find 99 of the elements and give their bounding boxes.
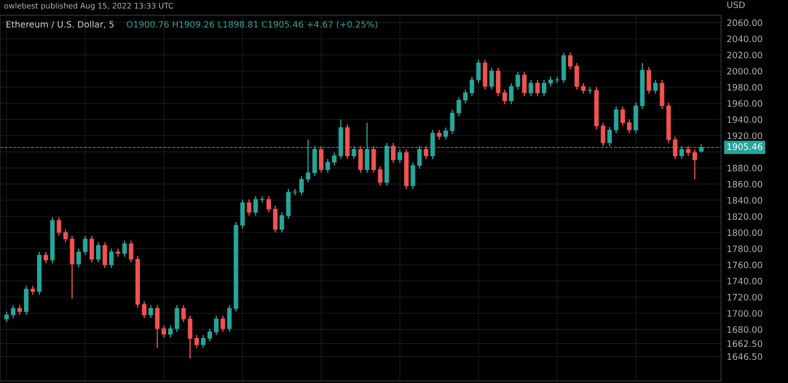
y-tick-label: 1880.00 [728, 164, 762, 172]
y-tick-label: 1800.00 [728, 229, 762, 236]
candlestick [148, 304, 154, 319]
candlestick [181, 304, 186, 323]
candlestick [522, 71, 527, 97]
candlestick [653, 79, 658, 94]
candlestick [378, 166, 382, 186]
candlestick [476, 59, 481, 84]
y-tick-label: 1700.00 [728, 310, 762, 317]
candlestick [646, 66, 652, 94]
candlestick [162, 324, 166, 338]
candlestick [24, 285, 28, 316]
candlestick [220, 315, 226, 332]
candlestick [10, 304, 16, 319]
candlestick [692, 148, 698, 180]
y-tick-label: 1720.00 [728, 294, 762, 301]
y-tick-label: 2020.00 [727, 52, 762, 58]
candlestick [128, 240, 134, 263]
candlestick [391, 142, 396, 164]
candlestick [410, 162, 416, 190]
candlestick [63, 228, 68, 243]
candlestick [200, 334, 206, 349]
candlestick [371, 146, 376, 174]
candlestick [208, 328, 212, 342]
candlestick [280, 212, 284, 234]
y-tick-label: 2000.00 [727, 68, 762, 74]
candlestick [489, 67, 494, 90]
text: Ethereum / U.S. Dollar, 5 [6, 20, 114, 28]
candlestick [76, 248, 81, 268]
candlestick [660, 79, 664, 110]
candlestick [509, 82, 514, 105]
candlestick [358, 146, 363, 174]
candlestick [44, 251, 48, 264]
candlestick [332, 152, 337, 166]
candlestick [463, 89, 468, 104]
y-tick-label: 1680.00 [728, 326, 762, 333]
candlestick [528, 79, 534, 97]
candlestick [109, 248, 114, 269]
y-tick-label: 1860.00 [728, 180, 762, 188]
candlestick [266, 196, 271, 213]
y-tick-label: 1662.50 [728, 340, 762, 347]
y-tick-label: 1980.00 [728, 84, 762, 91]
candlestick [482, 59, 488, 90]
candlestick [56, 216, 62, 236]
candlestick [273, 205, 278, 234]
y-tick-label: 1940.00 [728, 116, 762, 123]
candlestick [246, 198, 252, 216]
candlestick [174, 304, 180, 332]
candlestick [17, 304, 22, 316]
candlestick [227, 304, 232, 332]
candlestick [142, 300, 146, 319]
candlestick [4, 311, 9, 323]
candlestick [436, 129, 442, 140]
y-axis-title: USD [727, 1, 745, 8]
candlestick [548, 76, 553, 87]
candlestick [568, 52, 573, 70]
candlestick [90, 235, 94, 263]
candlestick [470, 76, 474, 97]
candlestick [542, 79, 546, 97]
y-tick-label: 1840.00 [728, 197, 762, 204]
candlestick [627, 118, 632, 134]
candlestick [443, 127, 448, 140]
y-tick-label: 1740.00 [728, 278, 762, 284]
y-tick-label: 1920.00 [728, 132, 762, 140]
candlestick [168, 324, 173, 338]
candlestick [122, 240, 127, 258]
candlestick [194, 334, 199, 349]
candlestick [318, 146, 324, 174]
candlestick [456, 96, 462, 117]
candlestick [424, 146, 428, 160]
candlestick [102, 242, 108, 269]
y-tick-label: 1760.00 [728, 262, 762, 268]
candlestick [502, 89, 507, 105]
candlestick [155, 304, 160, 349]
candlestick [253, 196, 258, 216]
y-tick-label: 1780.00 [728, 245, 762, 252]
y-tick-label: 2060.00 [727, 19, 762, 26]
candlestick [188, 315, 192, 360]
candlestick [496, 67, 500, 97]
candlestick [614, 106, 618, 134]
candlestick [535, 79, 540, 97]
y-tick-label: 1960.00 [728, 100, 762, 107]
candlestick [516, 71, 520, 90]
candlestick [574, 62, 580, 90]
candlestick [686, 146, 690, 156]
annotation: O1900.76 H1909.26 L1898.81 C1905.46 +4.67 (+0.25%) [126, 20, 378, 29]
candlestick [325, 158, 330, 174]
candlestick [214, 315, 219, 336]
y-tick-label: 1646.50 [728, 353, 762, 360]
candlestick [620, 106, 625, 126]
y-tick-label: 1820.00 [728, 213, 762, 220]
candlestick [450, 109, 455, 135]
ref-line-label: 1905.46 [728, 143, 762, 150]
y-tick-label: 2040.00 [727, 36, 762, 42]
candlestick [286, 188, 291, 220]
candlestick [672, 136, 678, 160]
candlestick [82, 235, 88, 256]
candlestick [581, 82, 586, 94]
candlestick [96, 242, 101, 263]
